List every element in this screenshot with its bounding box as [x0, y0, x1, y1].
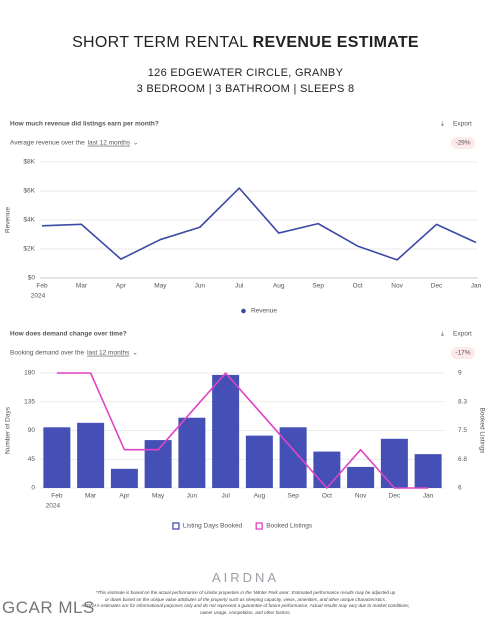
x-year-label: 2024: [46, 503, 61, 510]
y-tick-label: $4K: [23, 217, 35, 224]
bar: [144, 440, 172, 488]
disclaimer-line: AirDNA's estimates are for informational…: [81, 603, 410, 609]
y-tick-label: 180: [24, 370, 35, 377]
legend-swatch: [172, 522, 180, 530]
x-tick-label: Nov: [355, 493, 367, 500]
export-button[interactable]: Export: [453, 121, 472, 128]
x-tick-label: Sep: [287, 493, 299, 500]
x-tick-label: Feb: [36, 283, 48, 290]
x-tick-label: Aug: [254, 493, 266, 500]
x-tick-label: May: [154, 283, 167, 290]
x-year-label: 2024: [31, 293, 46, 300]
bar: [110, 468, 138, 488]
x-tick-label: Aug: [273, 283, 285, 290]
dropdown-caret[interactable]: ⌄: [133, 140, 138, 147]
legend-label[interactable]: Booked Listings: [266, 523, 313, 530]
change-value: -29%: [455, 140, 470, 147]
x-tick-label: Nov: [391, 283, 403, 290]
export-icon[interactable]: ⤓: [441, 121, 444, 128]
address: 126 EDGEWATER CIRCLE, GRANBY: [147, 67, 344, 79]
line: [56, 372, 429, 489]
details: 3 BEDROOM | 3 BATHROOM | SLEEPS 8: [136, 83, 355, 95]
disclaimer-line: owner usage, competition, and other fact…: [200, 609, 291, 615]
watermark: GCAR MLS: [2, 598, 95, 617]
y-tick-label: $2K: [23, 246, 35, 253]
title-regular: SHORT TERM RENTAL: [72, 34, 248, 51]
x-tick-label: Apr: [116, 283, 127, 290]
x-tick-label: Dec: [431, 283, 443, 290]
chart-title: How does demand change over time?: [10, 331, 127, 338]
y2-axis-title: Booked Listings: [478, 408, 485, 455]
x-tick-label: Jan: [423, 493, 434, 500]
bar: [279, 427, 307, 488]
x-tick-label: May: [152, 493, 165, 500]
y2-tick-label: 9: [458, 370, 462, 377]
x-tick-label: Jan: [471, 283, 482, 290]
logo: AIRDNA: [211, 570, 280, 585]
y-tick-label: 135: [24, 398, 35, 405]
bar: [347, 466, 375, 488]
x-tick-label: Dec: [389, 493, 401, 500]
bar: [212, 374, 240, 488]
x-tick-label: Jun: [187, 493, 198, 500]
legend-swatch: [241, 308, 246, 314]
x-tick-label: Sep: [312, 283, 324, 290]
disclaimer: *This estimate is based on the actual pe…: [0, 590, 491, 616]
x-tick-label: Feb: [51, 493, 63, 500]
x-tick-label: Jul: [235, 283, 244, 290]
title-bold: REVENUE ESTIMATE: [252, 34, 419, 51]
export-button[interactable]: Export: [453, 331, 472, 338]
bar: [178, 417, 206, 488]
change-badge: [451, 347, 475, 359]
y-tick-label: $0: [28, 275, 36, 282]
bar: [43, 427, 71, 488]
chart-title: How much revenue did listings earn per m…: [10, 121, 159, 128]
y-tick-label: 45: [28, 456, 36, 463]
dropdown-caret[interactable]: ⌄: [132, 350, 137, 357]
y-tick-label: 90: [28, 427, 36, 434]
line: [41, 187, 477, 261]
y2-tick-label: 7.5: [458, 427, 467, 434]
y2-tick-label: 6: [458, 485, 462, 492]
x-tick-label: Jun: [195, 283, 206, 290]
period-selector[interactable]: last 12 months: [88, 140, 131, 147]
bar: [380, 438, 408, 488]
y-tick-label: $6K: [23, 188, 35, 195]
export-icon[interactable]: ⤓: [441, 331, 444, 338]
x-tick-label: Apr: [119, 493, 130, 500]
change-value: -17%: [455, 350, 470, 357]
legend-label[interactable]: Revenue: [251, 308, 277, 315]
disclaimer-line: *This estimate is based on the actual pe…: [95, 590, 396, 595]
y2-tick-label: 6.8: [458, 456, 467, 463]
y-axis-title: Revenue: [5, 207, 12, 233]
disclaimer-line: or down based on the unique value attrib…: [104, 596, 387, 602]
legend-swatch: [255, 522, 263, 530]
x-tick-label: Oct: [322, 493, 332, 500]
bar: [245, 435, 273, 488]
x-tick-label: Mar: [85, 493, 97, 500]
subtitle: Average revenue over the: [10, 140, 85, 147]
y-tick-label: 0: [31, 485, 35, 492]
period-selector[interactable]: last 12 months: [87, 350, 130, 357]
page-title: SHORT TERM RENTAL REVENUE ESTIMATE: [0, 34, 491, 52]
legend-label[interactable]: Listing Days Booked: [183, 523, 243, 530]
y-axis-title: Number of Days: [5, 406, 12, 454]
y2-tick-label: 8.3: [458, 398, 467, 405]
x-tick-label: Oct: [353, 283, 363, 290]
change-badge: [451, 137, 475, 149]
bar: [77, 422, 105, 488]
subtitle: Booking demand over the: [10, 350, 84, 357]
x-tick-label: Jul: [221, 493, 230, 500]
x-tick-label: Mar: [76, 283, 88, 290]
y-tick-label: $8K: [23, 159, 35, 166]
bar: [414, 454, 442, 488]
bar: [313, 451, 341, 488]
